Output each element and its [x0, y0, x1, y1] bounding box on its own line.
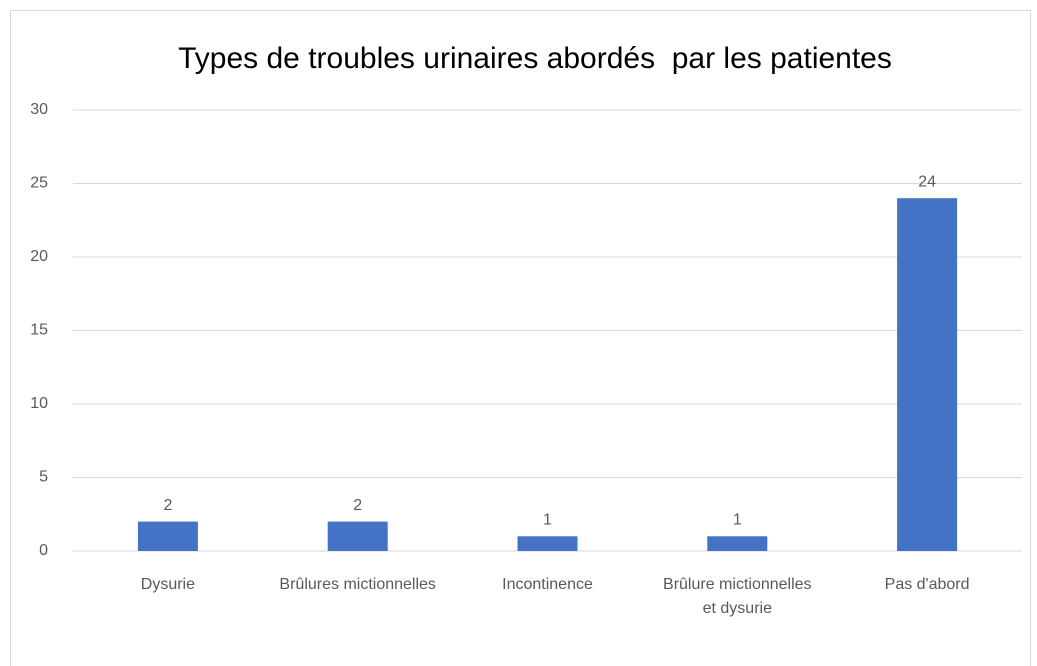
bar [137, 521, 198, 551]
data-label: 1 [733, 512, 742, 529]
x-tick-label: Brûlure mictionnelles et dysurie [663, 576, 812, 617]
y-tick-label: 0 [39, 542, 48, 559]
data-label: 2 [353, 497, 362, 514]
y-tick-label: 20 [30, 248, 48, 265]
y-tick-label: 25 [30, 175, 48, 192]
x-tick-label: Brûlures mictionnelles [279, 576, 436, 593]
y-tick-label: 30 [30, 101, 48, 118]
chart-title: Types de troubles urinaires abordés par … [178, 42, 892, 75]
x-tick-label: Pas d'abord [884, 576, 970, 593]
x-tick-label: Dysurie [140, 576, 195, 593]
data-label: 24 [918, 173, 936, 190]
bar [897, 198, 958, 551]
bar [327, 521, 388, 551]
bar [707, 536, 768, 551]
chart-border [10, 10, 1031, 666]
y-tick-label: 5 [39, 469, 48, 486]
bar [517, 536, 578, 551]
y-tick-label: 15 [30, 322, 48, 339]
data-label: 2 [163, 497, 172, 514]
x-tick-label: Incontinence [502, 576, 593, 593]
y-tick-label: 10 [30, 395, 48, 412]
data-label: 1 [543, 512, 552, 529]
